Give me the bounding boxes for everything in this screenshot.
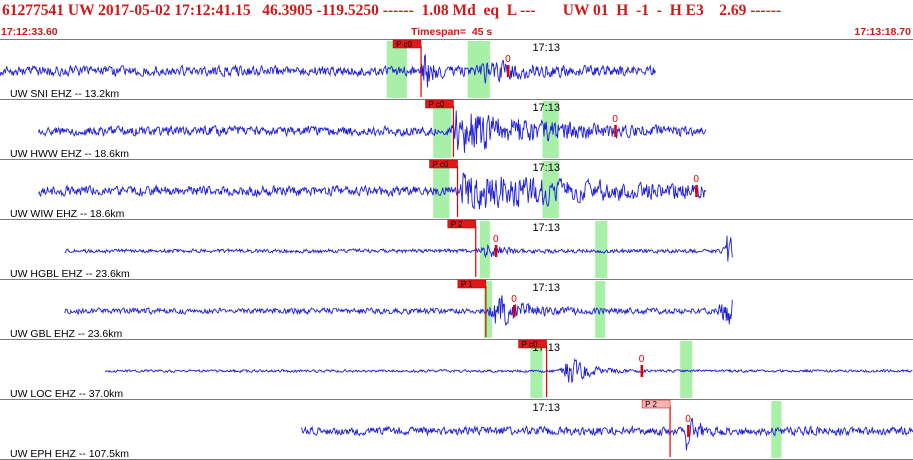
p-pick-label: P c0 [522, 340, 538, 349]
minute-tick-label: 17:13 [532, 402, 560, 414]
coda-label: 0 [505, 54, 511, 65]
longitude: -119.5250 [316, 2, 379, 19]
station-panel: 17:13 P c0 0 UW HWW EHZ -- 18.6km [0, 99, 913, 160]
event-header: 61277541 UW 2017-05-02 17:12:41.15 46.39… [0, 0, 913, 40]
analysis-window [467, 41, 490, 98]
p-pick-label-box[interactable] [392, 39, 422, 49]
coda-label: 0 [639, 354, 645, 365]
event-type: eq [483, 2, 500, 19]
waveform-trace [0, 54, 656, 88]
station-label: UW HWW EHZ -- 18.6km [10, 148, 129, 160]
station-label: UW SNI EHZ -- 13.2km [10, 88, 119, 100]
station-label: UW HGBL EHZ -- 23.6km [10, 268, 130, 280]
p-pick-label: P c0 [396, 40, 412, 49]
p-pick-label-box[interactable] [447, 219, 476, 229]
coda-label: 0 [685, 414, 691, 425]
h-flag: H [616, 2, 629, 19]
event-id: 61277541 [2, 2, 64, 19]
station-label: UW LOC EHZ -- 37.0km [10, 388, 123, 400]
timespan-label: Timespan= [411, 26, 466, 38]
analysis-window [595, 221, 608, 278]
p-pick-label-box[interactable] [457, 279, 487, 289]
network: UW [67, 2, 95, 19]
coda-marker[interactable] [695, 185, 698, 197]
coda-marker[interactable] [506, 65, 510, 77]
rms: 2.69 [719, 2, 747, 19]
quality: H E3 [669, 2, 704, 19]
coda-marker[interactable] [512, 305, 516, 317]
seismogram-plot: 17:13 P c0 0 UW SNI EHZ -- 13.2km 17:13 P c0 0… [0, 39, 913, 460]
station-panel: 17:13 P 2 0 UW HGBL EHZ -- 23.6km [0, 219, 913, 280]
p-pick-label: P 2 [451, 220, 463, 229]
trailing-dashes: ------ [750, 2, 782, 19]
waveform-trace [104, 358, 913, 384]
magnitude-type: Md [452, 2, 476, 19]
location-flag: L [506, 2, 517, 19]
analysis-window [680, 341, 693, 398]
version: 01 [593, 2, 609, 19]
minute-tick-label: 17:13 [532, 102, 560, 114]
minute-tick-label: 17:13 [532, 42, 560, 54]
coda-label: 0 [493, 234, 499, 245]
station-label: UW GBL EHZ -- 23.6km [10, 328, 122, 340]
magnitude: 1.08 [421, 2, 449, 19]
station-panel: 17:13 P c0 0 UW WIW EHZ -- 18.6km [0, 159, 913, 220]
coda-label: 0 [612, 114, 618, 125]
minute-tick-label: 17:13 [532, 162, 560, 174]
p-pick-label-box[interactable] [425, 99, 454, 109]
waveform-trace [64, 235, 733, 262]
p-pick-label-box[interactable] [518, 339, 547, 349]
waveform-trace [301, 418, 913, 451]
p-pick-label: P c0 [433, 160, 449, 169]
coda-label: 0 [693, 174, 699, 185]
p-pick-label: P c0 [428, 100, 444, 109]
station-label: UW EPH EHZ -- 107.5km [10, 448, 129, 460]
source: UW [562, 2, 590, 19]
latitude: 46.3905 [262, 2, 313, 19]
minute-tick-label: 17:13 [532, 282, 560, 294]
location-dashes: --- [520, 2, 536, 19]
p-pick-label: P 1 [461, 280, 473, 289]
waveform-trace [38, 110, 707, 153]
station-panel: 17:13 P c0 0 UW SNI EHZ -- 13.2km [0, 39, 913, 100]
timespan-value: 45 s [471, 26, 493, 38]
p-pick-label: P 2 [645, 400, 657, 409]
analysis-window [386, 41, 407, 98]
coda-label: 0 [511, 294, 517, 305]
minute-tick-label: 17:13 [532, 222, 560, 234]
analysis-window [530, 341, 543, 398]
analysis-window [479, 221, 490, 278]
analysis-window [433, 101, 452, 158]
p-pick-label-box[interactable] [641, 399, 671, 409]
window-start-time: 17:12:33.60 [1, 26, 58, 38]
coda-marker[interactable] [687, 425, 690, 437]
waveform-trace [38, 172, 707, 210]
window-end-time: 17:13:18.70 [854, 26, 911, 38]
h-dash: - [656, 2, 662, 19]
coda-marker[interactable] [614, 125, 617, 137]
waveform-trace [64, 295, 733, 326]
station-label: UW WIW EHZ -- 18.6km [10, 208, 125, 220]
timespan: Timespan= 45 s [411, 26, 492, 38]
origin-time: 2017-05-02 17:12:41.15 [98, 2, 251, 19]
station-panel: 17:13 P 1 0 UW GBL EHZ -- 23.6km [0, 279, 913, 340]
coda-marker[interactable] [640, 365, 644, 377]
depth: ------ [382, 2, 414, 19]
coda-marker[interactable] [494, 245, 498, 257]
p-pick-label-box[interactable] [429, 159, 458, 169]
station-panel: 17:13 P 2 0 UW EPH EHZ -- 107.5km [0, 399, 913, 460]
h-value: -1 [636, 2, 650, 19]
analysis-window [433, 161, 450, 218]
event-summary-line: 61277541 UW 2017-05-02 17:12:41.15 46.39… [2, 2, 781, 20]
